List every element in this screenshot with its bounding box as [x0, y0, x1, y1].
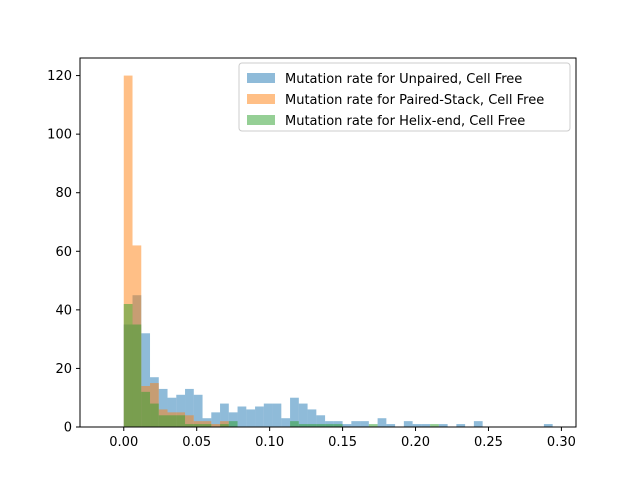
- histogram-bar: [307, 409, 317, 427]
- histogram-bar: [158, 388, 168, 427]
- histogram-bar: [202, 424, 212, 427]
- histogram-bar: [360, 421, 369, 427]
- histogram-bar: [211, 412, 221, 427]
- series-2-bars: [123, 304, 439, 427]
- y-tick-label: 80: [55, 186, 72, 201]
- histogram-bar: [237, 406, 247, 427]
- legend-swatch: [247, 94, 275, 104]
- legend-label: Mutation rate for Helix-end, Cell Free: [285, 114, 525, 129]
- x-tick-label: 0.00: [109, 435, 138, 450]
- plot-frame: [79, 57, 577, 428]
- histogram-bar: [141, 333, 151, 427]
- y-tick-label: 100: [47, 128, 72, 143]
- histogram-bar: [211, 424, 221, 427]
- histogram-bar: [290, 397, 299, 427]
- histogram-bar: [473, 421, 483, 427]
- x-tick-label: 0.05: [182, 435, 211, 450]
- histogram-bar: [220, 403, 229, 427]
- x-tick-label: 0.10: [255, 435, 284, 450]
- x-axis: 0.00 0.05 0.10 0.15 0.20 0.25 0.30: [109, 427, 576, 450]
- histogram-bar: [272, 403, 282, 427]
- histogram-bar: [202, 421, 212, 427]
- histogram-bar: [228, 421, 238, 427]
- legend-swatch: [247, 73, 275, 83]
- legend-label: Mutation rate for Unpaired, Cell Free: [285, 72, 522, 87]
- series-0-bars: [123, 295, 553, 427]
- histogram-bar: [298, 403, 308, 427]
- histogram-bar: [141, 391, 151, 427]
- histogram-bar: [543, 424, 553, 427]
- histogram-bar: [220, 424, 229, 427]
- y-axis: 0 20 40 60 80 100 120: [47, 69, 80, 436]
- histogram-bar: [298, 424, 308, 427]
- legend-swatch: [247, 115, 275, 125]
- histogram-bar: [263, 403, 273, 427]
- histogram-bar: [325, 424, 334, 427]
- histogram-bar: [456, 424, 466, 427]
- histogram-bar: [438, 424, 448, 427]
- histogram-bar: [342, 424, 352, 427]
- x-tick-label: 0.25: [474, 435, 503, 450]
- histogram-bar: [255, 406, 264, 427]
- histogram-bar: [351, 421, 361, 427]
- histogram-bar: [333, 424, 343, 427]
- histogram-bar: [185, 424, 194, 427]
- histogram-bar: [193, 394, 203, 427]
- histogram-bar: [167, 415, 177, 427]
- histogram-bar: [368, 424, 378, 427]
- histogram-bar: [176, 415, 186, 427]
- histogram-bar: [333, 421, 343, 427]
- histogram-bar: [325, 421, 334, 427]
- histogram-bar: [246, 409, 256, 427]
- legend-box: [238, 62, 571, 132]
- x-tick-label: 0.30: [547, 435, 576, 450]
- legend-label: Mutation rate for Paired-Stack, Cell Fre…: [285, 93, 544, 108]
- legend: Mutation rate for Unpaired, Cell Free Mut…: [238, 62, 571, 132]
- histogram-bar: [377, 418, 387, 427]
- histogram-bar: [228, 412, 238, 427]
- y-tick-label: 60: [55, 245, 72, 260]
- histogram-bar: [132, 324, 142, 427]
- y-tick-label: 20: [55, 362, 72, 377]
- histogram-bar: [316, 424, 326, 427]
- histogram-bar: [430, 424, 439, 427]
- histogram-bar: [412, 424, 422, 427]
- histogram-bar: [307, 424, 317, 427]
- histogram-bar: [185, 415, 194, 427]
- histogram-bar: [123, 304, 133, 427]
- histogram-bar: [123, 75, 133, 428]
- histogram-bar: [281, 418, 291, 427]
- histogram-bar: [193, 421, 203, 427]
- x-tick-label: 0.15: [328, 435, 357, 450]
- histogram-bar: [193, 424, 203, 427]
- histogram-bar: [158, 415, 168, 427]
- histogram-bar: [386, 424, 396, 427]
- bars-layer: [123, 75, 553, 428]
- histogram-bar: [316, 415, 326, 427]
- histogram-bar: [220, 421, 229, 427]
- histogram-bar: [403, 421, 413, 427]
- histogram-bar: [150, 403, 159, 427]
- histogram-bar: [421, 424, 431, 427]
- x-tick-label: 0.20: [401, 435, 430, 450]
- y-tick-label: 0: [64, 421, 72, 436]
- y-tick-label: 120: [47, 69, 72, 84]
- histogram-bar: [185, 388, 194, 427]
- y-tick-label: 40: [55, 303, 72, 318]
- histogram-bar: [290, 421, 299, 427]
- histogram-bar: [176, 394, 186, 427]
